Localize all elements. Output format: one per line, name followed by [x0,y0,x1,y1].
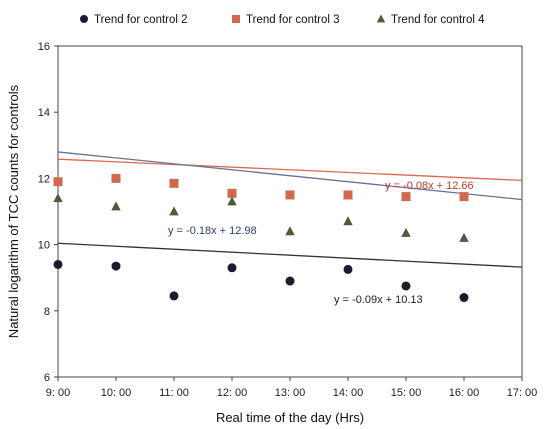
y-tick-label: 12 [38,173,50,185]
data-point-series-2 [285,190,295,200]
data-point-series-2 [227,188,237,198]
data-point-series-3 [401,227,411,237]
data-point-series-3 [343,216,353,226]
data-point-series-2 [169,178,179,188]
legend-label-2: Trend for control 3 [246,14,340,26]
legend-marker-2 [232,15,240,23]
data-point-series-1 [111,261,121,271]
y-tick-label: 14 [38,107,50,119]
legend-marker-1 [80,15,88,23]
data-point-series-1 [169,291,179,301]
data-point-series-2 [343,190,353,200]
trend-equation-2: y = -0.08x + 12.66 [385,180,474,192]
x-tick-label: 10: 00 [101,387,132,399]
data-point-series-3 [227,196,237,206]
x-tick-label: 14: 00 [333,387,364,399]
data-point-series-2 [401,192,411,202]
trendlines [57,151,523,268]
data-point-series-1 [401,281,411,291]
x-axis-title: Real time of the day (Hrs) [216,410,364,425]
data-point-series-2 [459,192,469,202]
data-point-series-3 [53,193,63,203]
legend-label-3: Trend for control 4 [391,14,485,26]
x-tick-label: 12: 00 [217,387,248,399]
x-tick-label: 11: 00 [159,387,189,399]
y-axis-title: Natural logarithm of TCC counts for cont… [6,84,21,338]
y-tick-label: 6 [44,372,50,384]
trendline-series-2 [57,158,523,182]
x-tick-label: 9: 00 [46,387,70,399]
x-tick-label: 15: 00 [391,387,422,399]
data-point-series-2 [53,177,63,187]
data-point-series-1 [227,263,237,273]
data-point-series-1 [343,264,353,274]
axis-ticks: 6 8 10 12 14 16 9: 00 10: 00 11: 00 12: 00 13: 00 1… [38,41,538,399]
data-point-series-3 [459,232,469,242]
plot-area [57,45,523,378]
data-point-series-1 [459,293,469,303]
trend-equations: y = -0.09x + 10.13 y = -0.08x + 12.66 y = … [168,180,474,306]
trendline-series-1 [57,242,523,268]
legend: Trend for control 2 Trend for control 3 Tr… [80,14,485,26]
x-tick-label: 16: 00 [449,387,480,399]
data-point-series-1 [53,259,63,269]
trendline-series-3 [57,151,523,201]
trend-equation-3: y = -0.18x + 12.98 [168,225,257,237]
x-tick-label: 13: 00 [275,387,306,399]
data-point-series-3 [169,206,179,216]
legend-marker-3 [376,14,386,23]
trend-equation-1: y = -0.09x + 10.13 [334,294,423,306]
data-point-series-2 [111,173,121,183]
data-point-series-3 [285,226,295,236]
y-tick-label: 16 [38,41,50,53]
data-points [53,173,469,303]
legend-label-1: Trend for control 2 [94,14,188,26]
data-point-series-1 [285,276,295,286]
x-tick-label: 17: 00 [507,387,538,399]
data-point-series-3 [111,201,121,211]
y-tick-label: 8 [44,306,50,318]
y-tick-label: 10 [38,240,50,252]
